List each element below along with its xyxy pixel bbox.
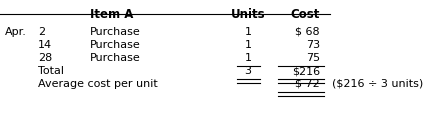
Text: 28: 28 (38, 53, 52, 63)
Text: ($216 ÷ 3 units): ($216 ÷ 3 units) (332, 79, 423, 89)
Text: $ 72: $ 72 (295, 79, 320, 89)
Text: $ 68: $ 68 (296, 27, 320, 37)
Text: Apr.: Apr. (5, 27, 27, 37)
Text: Purchase: Purchase (90, 53, 141, 63)
Text: Purchase: Purchase (90, 27, 141, 37)
Text: Units: Units (231, 8, 265, 21)
Text: 1: 1 (244, 40, 251, 50)
Text: Average cost per unit: Average cost per unit (38, 79, 158, 89)
Text: Purchase: Purchase (90, 40, 141, 50)
Text: 3: 3 (244, 66, 251, 76)
Text: 73: 73 (306, 40, 320, 50)
Text: 14: 14 (38, 40, 52, 50)
Text: 2: 2 (38, 27, 45, 37)
Text: 1: 1 (244, 27, 251, 37)
Text: $216: $216 (292, 66, 320, 76)
Text: 75: 75 (306, 53, 320, 63)
Text: Cost: Cost (291, 8, 320, 21)
Text: Total: Total (38, 66, 64, 76)
Text: 1: 1 (244, 53, 251, 63)
Text: Item A: Item A (90, 8, 133, 21)
